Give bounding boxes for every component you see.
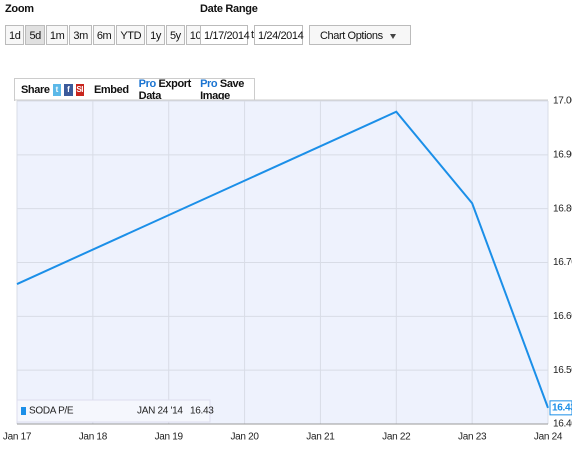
pro-badge: Pro <box>200 78 218 90</box>
last-value-box <box>549 400 572 416</box>
chart-options-label: Chart Options <box>320 30 383 42</box>
dropdown-arrow <box>390 34 396 39</box>
zoom-button[interactable]: 6m <box>92 25 116 45</box>
zoom-label: Zoom <box>5 3 34 15</box>
zoom-button[interactable]: 5d <box>25 25 45 45</box>
legend-box <box>16 399 211 423</box>
y-tick-label: 16.60 <box>553 311 572 322</box>
twitter-icon[interactable]: t <box>52 84 62 96</box>
share-bar: Share t f SI Embed Pro Export Data Pro S… <box>14 78 255 102</box>
legend-swatch <box>21 407 26 415</box>
x-tick-label: Jan 22 <box>382 432 411 443</box>
y-tick-label: 16.90 <box>553 149 572 160</box>
embed[interactable]: Embed <box>93 84 129 96</box>
export-data[interactable]: Pro Export Data <box>139 78 193 102</box>
legend-name: SODA P/E <box>29 406 74 417</box>
zoom-button[interactable]: 5y <box>165 25 185 45</box>
zoom-button[interactable]: 1d <box>5 25 25 45</box>
export-label: Export Data <box>138 78 192 102</box>
facebook-icon[interactable]: f <box>64 84 73 96</box>
chart-options[interactable]: Chart Options <box>309 25 411 45</box>
zoom-button[interactable]: 1y <box>146 25 165 45</box>
zoom-button[interactable]: 1m <box>45 25 69 45</box>
y-tick-label: 16.80 <box>553 203 572 214</box>
stocktwits-icon[interactable]: SI <box>75 84 84 96</box>
last-value-label: 16.43 <box>552 402 572 413</box>
x-tick-label: Jan 18 <box>79 432 108 443</box>
legend-date: JAN 24 '14 <box>137 406 183 417</box>
y-tick-label: 16.50 <box>553 365 572 376</box>
series-line <box>16 110 549 409</box>
save-image[interactable]: Pro Save Image <box>200 78 254 102</box>
zoom-button[interactable]: 3m <box>69 25 92 45</box>
x-tick-label: Jan 21 <box>306 432 335 443</box>
date-range-label: Date Range <box>200 3 258 15</box>
y-tick-label: 16.40 <box>553 419 572 430</box>
start-date[interactable]: 1/17/2014 <box>200 25 250 45</box>
save-label: Save Image <box>200 78 244 102</box>
x-tick-label: Jan 23 <box>458 432 487 443</box>
x-tick-label: Jan 20 <box>230 432 259 443</box>
zoom-button[interactable]: YTD <box>116 25 146 45</box>
end-date[interactable]: 1/24/2014 <box>254 25 304 45</box>
plot-background <box>17 101 548 424</box>
x-tick-label: Jan 17 <box>3 432 32 443</box>
x-tick-label: Jan 19 <box>155 432 184 443</box>
x-tick-label: Jan 24 <box>534 432 563 443</box>
pro-badge: Pro <box>138 78 157 90</box>
y-tick-label: 16.70 <box>553 257 572 268</box>
legend-value: 16.43 <box>190 406 214 417</box>
share-label: Share <box>21 84 50 96</box>
y-tick-label: 17.00 <box>553 96 572 107</box>
